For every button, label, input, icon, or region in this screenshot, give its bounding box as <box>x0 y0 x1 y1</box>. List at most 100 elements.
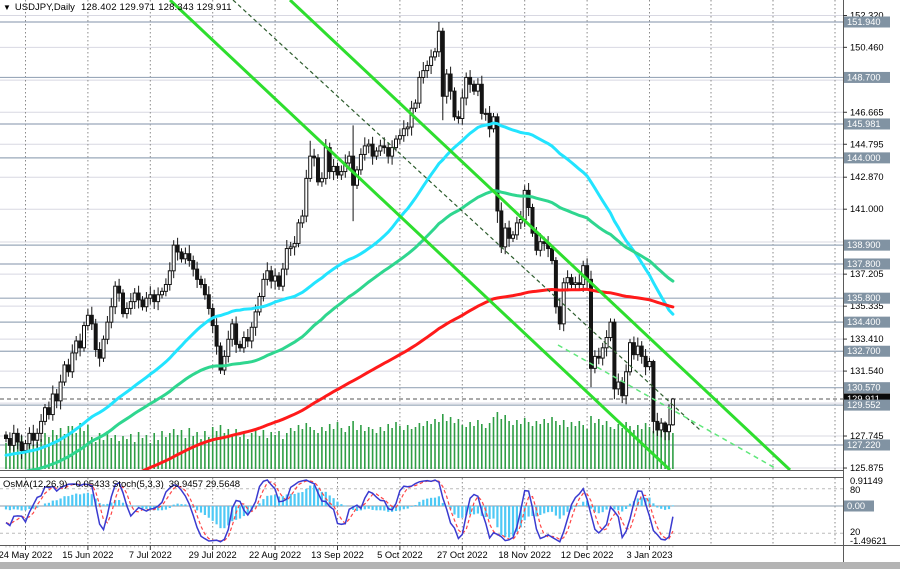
bear-candle <box>19 441 24 451</box>
bull-candle <box>43 407 47 422</box>
pane-divider[interactable] <box>0 471 843 477</box>
trendline-inner-dark-dashed[interactable] <box>232 0 701 431</box>
volume-bar <box>508 421 510 469</box>
osma-histogram-bar <box>554 506 557 516</box>
osma-histogram-bar <box>336 501 339 506</box>
volume-bar <box>141 438 144 469</box>
volume-bar <box>325 431 327 469</box>
volume-bar <box>516 420 518 469</box>
volume-bar <box>149 443 152 469</box>
osma-histogram-bar <box>402 506 405 510</box>
osma-histogram-bar <box>149 506 152 510</box>
date-label: 29 Jul 2022 <box>189 550 237 560</box>
osma-histogram-bar <box>586 500 589 506</box>
bull-candle <box>624 371 629 397</box>
osma-max-label: 0.91149 <box>850 476 883 486</box>
osma-histogram-bar <box>20 506 23 511</box>
volume-bar <box>309 427 311 469</box>
bear-candle <box>7 438 12 446</box>
bear-candle <box>15 432 20 443</box>
volume-bar <box>356 430 358 469</box>
osma-histogram-bar <box>621 506 624 512</box>
volume-bar <box>364 431 366 469</box>
stoch-main-line[interactable] <box>5 479 674 543</box>
sr-level-label-box <box>844 239 890 251</box>
bear-candle <box>89 314 94 325</box>
osma-histogram-bar <box>59 498 62 506</box>
osma-histogram-bar <box>137 506 140 507</box>
osma-histogram-bar <box>118 500 121 506</box>
osma-histogram-bar <box>472 506 476 515</box>
osma-histogram-bar <box>176 503 179 506</box>
volume-bar <box>559 425 561 469</box>
volume-bar <box>629 426 631 469</box>
osma-histogram-bar <box>172 504 175 506</box>
osma-histogram-bar <box>496 506 499 528</box>
bull-candle <box>413 102 418 109</box>
osma-histogram-bar <box>332 498 335 506</box>
bear-candle <box>140 299 145 308</box>
bear-candle <box>620 381 625 397</box>
osma-histogram-bar <box>90 494 93 506</box>
bull-candle <box>659 422 664 431</box>
bear-candle <box>655 420 660 431</box>
volume-bar <box>535 421 538 469</box>
osma-histogram-bar <box>582 501 585 506</box>
volume-bar <box>496 412 499 469</box>
osma-histogram-bar <box>254 506 257 508</box>
stoch-label: Stoch(5,3,3) <box>112 479 164 490</box>
osma-histogram-bar <box>262 499 265 506</box>
bull-candle <box>331 165 336 173</box>
volume-bar <box>332 429 335 469</box>
bear-candle <box>78 340 83 349</box>
volume-bar <box>161 431 163 469</box>
ma-slow-red[interactable] <box>6 287 675 517</box>
sr-level-label: 138.900 <box>847 240 881 250</box>
volume-bar <box>391 428 393 469</box>
price-tick-label: 146.665 <box>850 107 884 117</box>
volume-bar <box>574 426 577 469</box>
bull-candle <box>167 270 172 285</box>
volume-bar <box>426 421 428 469</box>
bull-candle <box>171 244 176 272</box>
main-pane[interactable] <box>0 0 843 518</box>
candles-layer[interactable] <box>4 22 675 460</box>
bull-candle <box>62 364 67 383</box>
volume-bar <box>383 431 386 469</box>
osma-histogram-bar <box>511 506 515 536</box>
bull-candle <box>561 282 566 325</box>
volume-bar <box>637 425 639 469</box>
bear-candle <box>596 355 601 359</box>
volume-bar <box>91 437 93 469</box>
bull-candle <box>667 424 671 433</box>
bear-candle <box>577 282 582 285</box>
ma-fast-cyan[interactable] <box>4 121 675 457</box>
volume-bar <box>648 427 651 469</box>
bear-candle <box>117 285 122 294</box>
sr-level-label-box <box>844 439 890 451</box>
osma-histogram-bar <box>589 506 593 509</box>
volume-bar <box>344 432 347 469</box>
bull-candle <box>39 420 44 434</box>
indicator-pane[interactable] <box>0 478 843 545</box>
ma-mid-teal[interactable] <box>6 188 675 475</box>
volume-bar <box>520 424 522 469</box>
sr-level-label-box <box>844 345 890 357</box>
bear-candle <box>479 83 484 114</box>
volume-bar <box>449 417 452 469</box>
osma-histogram-bar <box>461 506 464 518</box>
osma-histogram-bar <box>297 492 300 506</box>
volume-bar <box>71 426 74 469</box>
volume-bar <box>609 427 612 469</box>
trendline-channel-lower[interactable] <box>168 0 672 471</box>
osma-histogram-bar <box>574 506 577 508</box>
trendline-channel-upper[interactable] <box>288 0 792 471</box>
trendline-support-dashed[interactable] <box>557 344 776 469</box>
symbol-dropdown-icon[interactable]: ▼ <box>3 3 11 12</box>
bear-candle <box>639 345 644 357</box>
osma-histogram-bar <box>164 506 167 510</box>
osma-histogram-bar <box>430 497 433 506</box>
volume-bar <box>442 414 444 469</box>
